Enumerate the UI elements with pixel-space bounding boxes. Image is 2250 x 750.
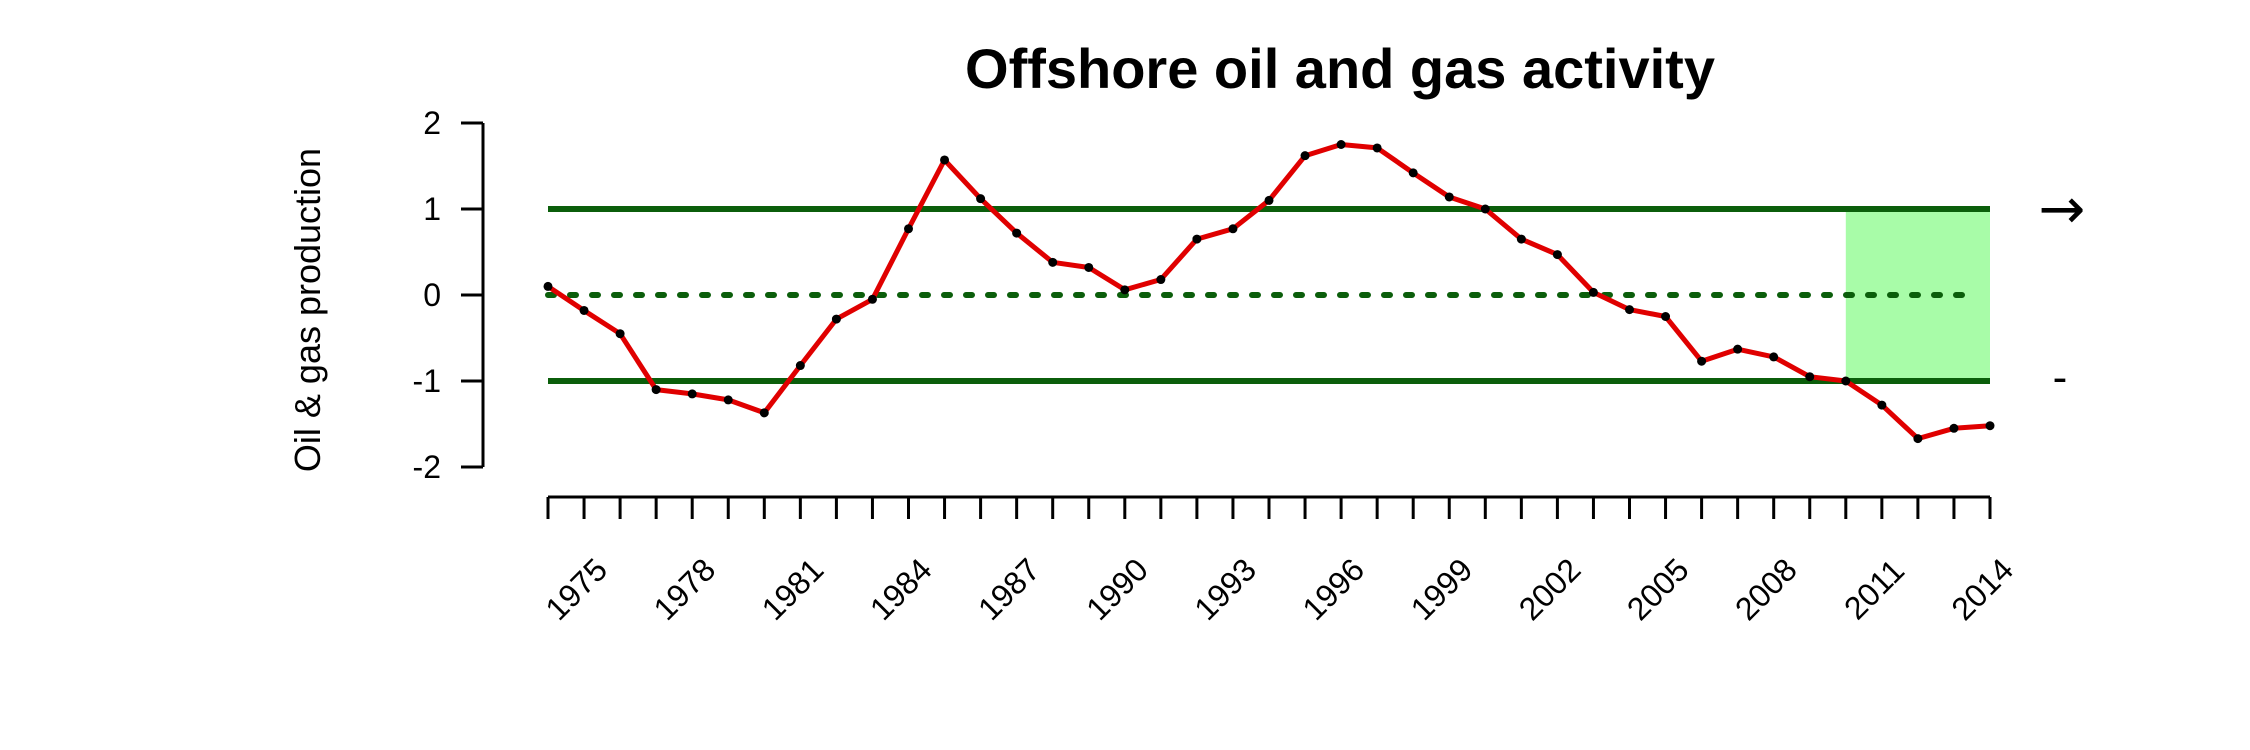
trend-arrow-icon: → (2039, 177, 2086, 242)
data-point (1913, 434, 1923, 444)
y-tick-label: 2 (423, 105, 441, 141)
x-tick-label: 1993 (1187, 551, 1263, 627)
x-tick-label: 2011 (1837, 552, 1911, 626)
x-tick-label: 2002 (1512, 551, 1588, 627)
data-point (1588, 287, 1598, 297)
data-point (1661, 312, 1671, 321)
data-point (1769, 352, 1779, 362)
data-point (976, 194, 986, 204)
y-tick-label: 0 (423, 277, 441, 313)
x-tick-label: 2014 (1944, 551, 2020, 627)
data-point (1120, 285, 1130, 295)
data-point (1625, 305, 1634, 315)
data-point (1084, 262, 1094, 272)
data-point (1228, 224, 1238, 234)
status-dash: - (2053, 353, 2068, 402)
y-tick-label: -2 (413, 449, 441, 485)
y-tick-label: -1 (413, 363, 441, 399)
x-tick-label: 2008 (1728, 551, 1804, 627)
data-point (1480, 204, 1490, 214)
data-point (1264, 195, 1274, 205)
x-tick-label: 1987 (971, 551, 1047, 627)
data-point (1408, 168, 1418, 178)
data-point (615, 329, 625, 339)
data-point (687, 389, 697, 399)
data-point (940, 155, 950, 165)
data-point (1552, 250, 1562, 260)
data-point (1841, 376, 1851, 386)
data-point (651, 385, 661, 395)
data-point (723, 395, 733, 405)
data-point (1336, 140, 1346, 149)
data-point (543, 281, 553, 291)
data-point (579, 305, 589, 315)
data-point (831, 314, 841, 324)
data-point (1516, 234, 1526, 244)
x-tick-label: 1975 (538, 551, 614, 627)
x-tick-label: 2005 (1620, 551, 1696, 627)
data-point (1949, 423, 1959, 433)
data-point (1985, 421, 1995, 431)
data-point (759, 408, 769, 418)
data-point (1372, 143, 1382, 153)
data-point (795, 361, 805, 371)
chart-title: Offshore oil and gas activity (965, 37, 1715, 100)
data-point (1012, 228, 1022, 238)
y-tick-label: 1 (423, 191, 441, 227)
x-tick-label: 1996 (1295, 551, 1371, 627)
data-point (1877, 400, 1887, 410)
data-point (1300, 151, 1310, 161)
data-point (1805, 372, 1815, 382)
y-axis-label: Oil & gas production (287, 148, 328, 472)
data-line (545, 142, 1993, 442)
data-point (1733, 344, 1743, 354)
data-point (1156, 275, 1166, 285)
x-tick-label: 1981 (755, 551, 831, 627)
data-point (1048, 257, 1058, 267)
data-point (1697, 356, 1707, 366)
x-tick-label: 1990 (1079, 551, 1155, 627)
x-tick-label: 1984 (863, 551, 939, 627)
x-tick-label: 1999 (1404, 551, 1480, 627)
data-point (904, 224, 913, 234)
plot-area: 2 1 0 -1 -2 1975 1978 1981 1984 1987 1990 1993 1996 1… (413, 105, 2021, 627)
data-point (867, 294, 877, 304)
x-tick-label: 1978 (647, 551, 723, 627)
data-point (1192, 234, 1202, 244)
data-point (1444, 192, 1454, 202)
